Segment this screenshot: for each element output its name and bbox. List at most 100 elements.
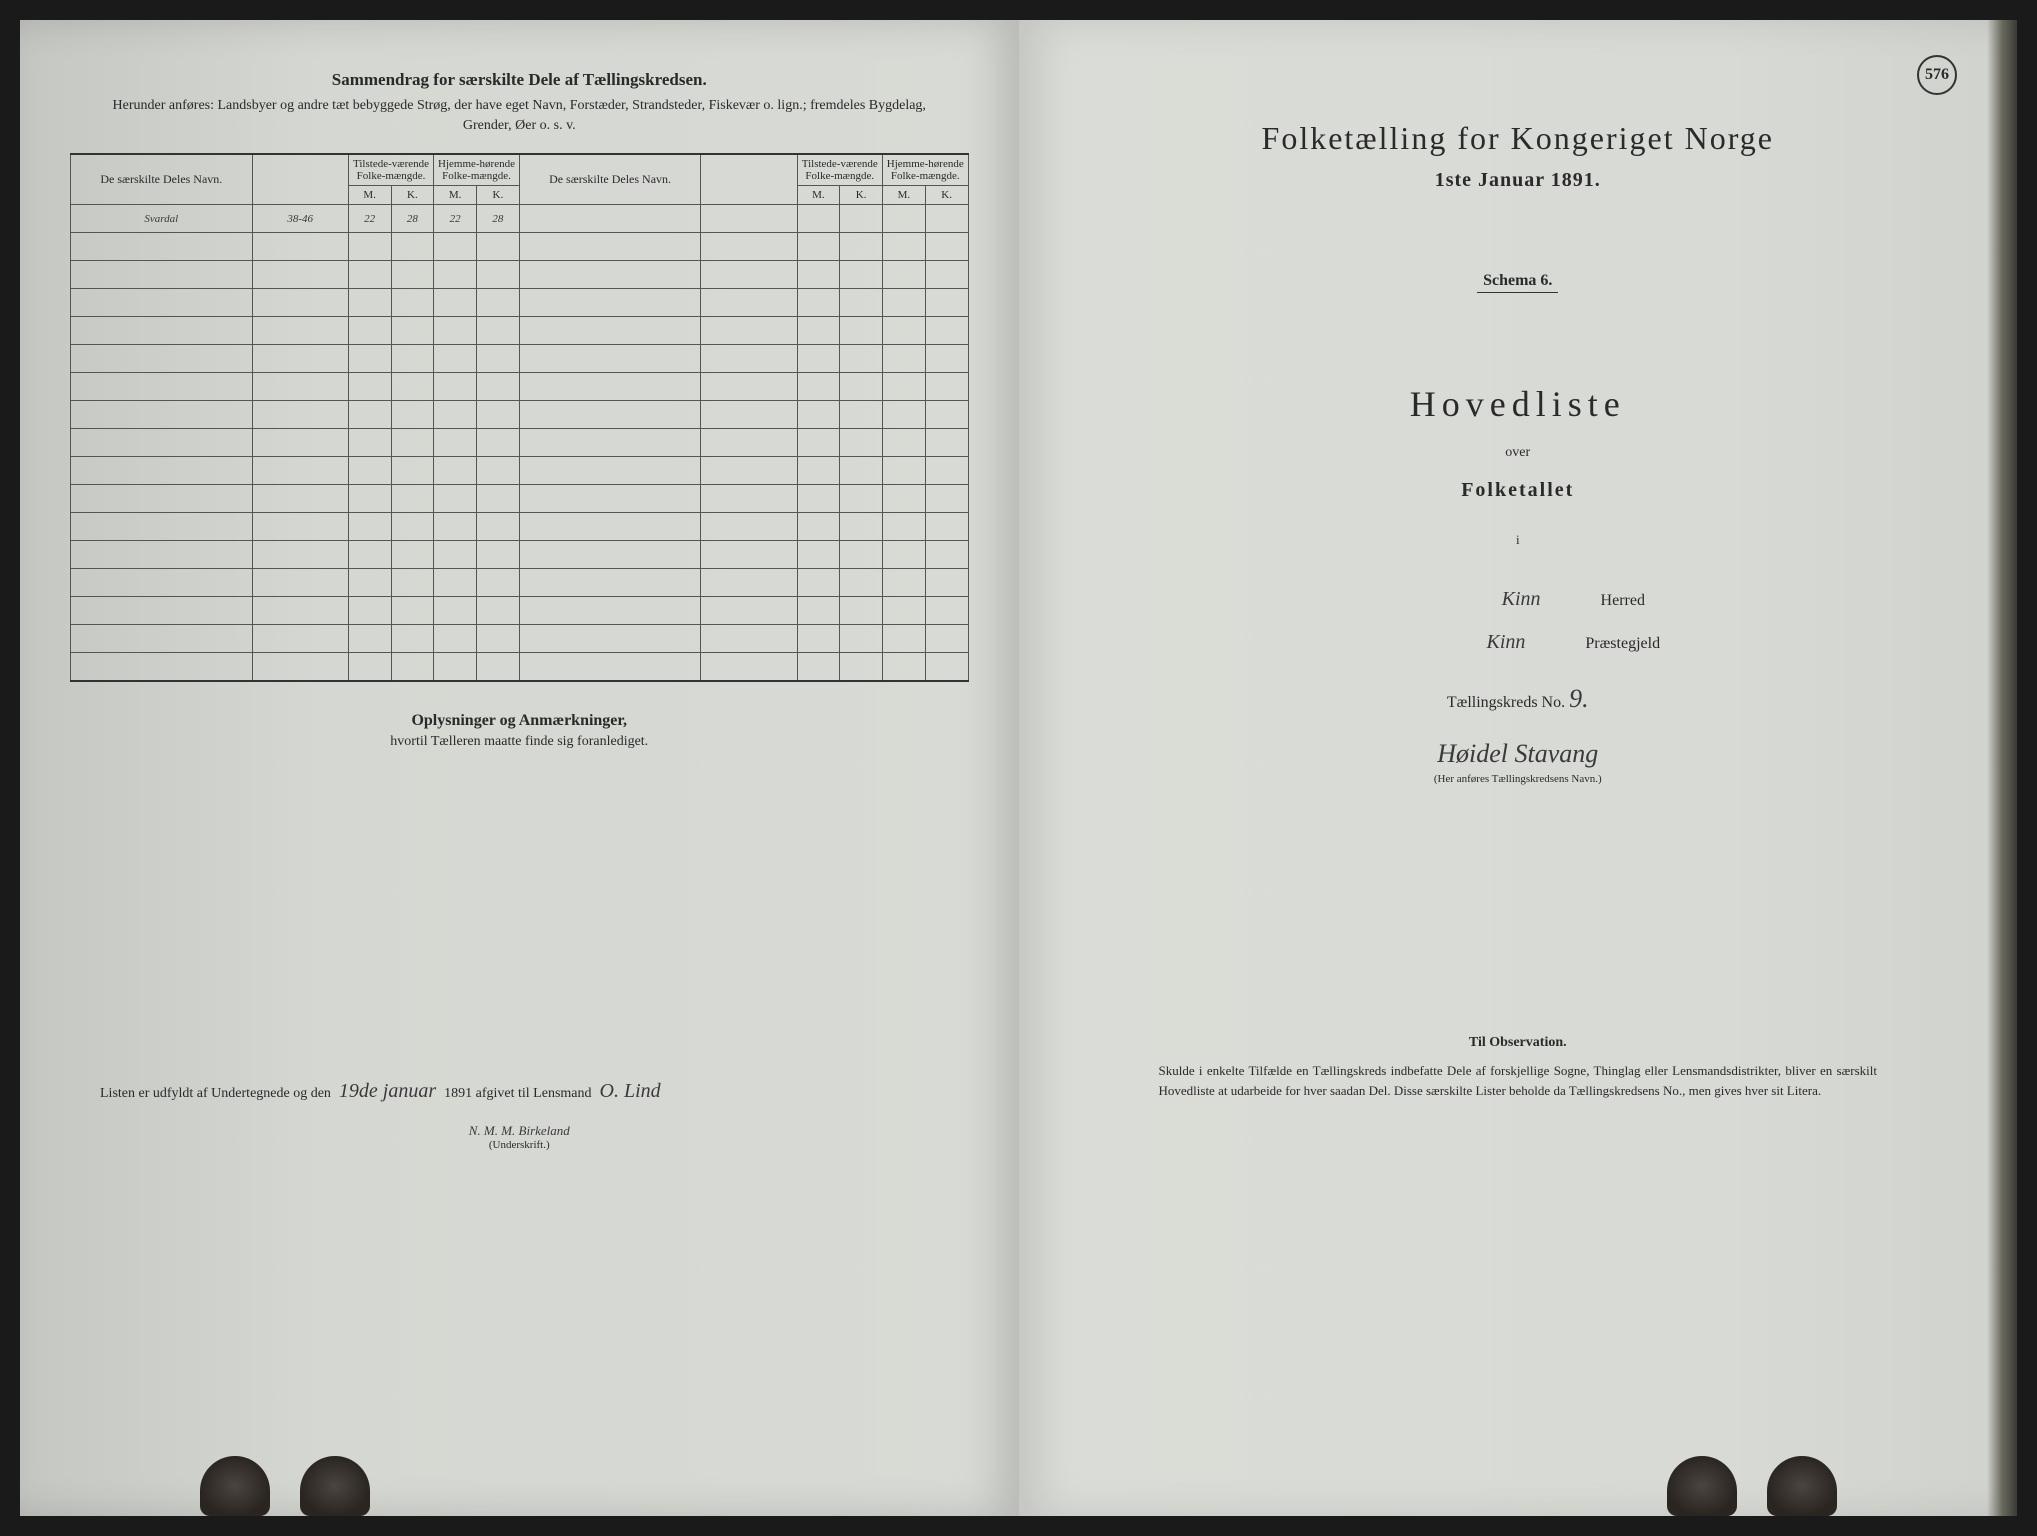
- cell-empty: [925, 513, 968, 541]
- cell-empty: [840, 429, 883, 457]
- right-page-content: Folketælling for Kongeriget Norge 1ste J…: [1069, 60, 1968, 1100]
- cell-empty: [71, 597, 253, 625]
- left-page-title: Sammendrag for særskilte Dele af Tælling…: [70, 70, 969, 90]
- summary-table: De særskilte Deles Navn. Tilstede-værend…: [70, 153, 969, 682]
- cell-empty: [840, 345, 883, 373]
- observation-text: Skulde i enkelte Tilfælde en Tællingskre…: [1139, 1061, 1898, 1100]
- cell-empty: [71, 485, 253, 513]
- cell-empty: [434, 625, 477, 653]
- cell-empty: [701, 205, 797, 233]
- cell-empty: [519, 429, 701, 457]
- cell-empty: [840, 233, 883, 261]
- cell-empty: [701, 597, 797, 625]
- cell-empty: [519, 345, 701, 373]
- kreds-row: Tællingskreds No. 9.: [1139, 684, 1898, 714]
- cell-empty: [840, 373, 883, 401]
- cell-empty: [840, 541, 883, 569]
- cell-empty: [434, 401, 477, 429]
- cell-empty: [434, 457, 477, 485]
- cell-empty: [840, 625, 883, 653]
- cell-empty: [71, 569, 253, 597]
- cell-empty: [348, 569, 391, 597]
- cell-empty: [348, 317, 391, 345]
- cell-empty: [252, 569, 348, 597]
- page-number: 576: [1925, 66, 1949, 84]
- kreds-underscript: (Her anføres Tællingskredsens Navn.): [1139, 773, 1898, 785]
- herred-row: Kinn Herred: [1139, 588, 1898, 611]
- cell-empty: [71, 429, 253, 457]
- cell-hm: 22: [434, 205, 477, 233]
- cell-empty: [925, 289, 968, 317]
- remarks-title: Oplysninger og Anmærkninger,: [70, 712, 969, 730]
- cell-empty: [477, 541, 520, 569]
- cell-empty: [391, 457, 434, 485]
- cell-empty: [348, 401, 391, 429]
- sig-lensmand: O. Lind: [600, 1080, 661, 1103]
- table-row: [71, 513, 969, 541]
- cell-empty: [701, 261, 797, 289]
- cell-empty: [348, 653, 391, 681]
- cell-empty: [701, 513, 797, 541]
- cell-empty: [348, 345, 391, 373]
- table-row: [71, 625, 969, 653]
- cell-empty: [71, 373, 253, 401]
- cell-empty: [348, 373, 391, 401]
- sig-prefix: Listen er udfyldt af Undertegnede og den: [100, 1086, 331, 1102]
- cell-empty: [925, 401, 968, 429]
- cell-empty: [391, 373, 434, 401]
- page-number-circle: 576: [1917, 55, 1957, 95]
- cell-empty: [71, 289, 253, 317]
- cell-empty: [71, 261, 253, 289]
- cell-empty: [348, 541, 391, 569]
- cell-hus: 38-46: [252, 205, 348, 233]
- cell-empty: [477, 653, 520, 681]
- cell-empty: [391, 597, 434, 625]
- cell-empty: [925, 457, 968, 485]
- observation-title: Til Observation.: [1139, 1035, 1898, 1051]
- sig-year: 1891 afgivet til Lensmand: [444, 1086, 591, 1102]
- table-row: [71, 457, 969, 485]
- cell-empty: [519, 569, 701, 597]
- cell-empty: [252, 625, 348, 653]
- cell-empty: [519, 233, 701, 261]
- observation-block: Til Observation. Skulde i enkelte Tilfæl…: [1139, 1035, 1898, 1100]
- cell-empty: [252, 401, 348, 429]
- cell-empty: [840, 457, 883, 485]
- cell-empty: [925, 485, 968, 513]
- cell-empty: [348, 625, 391, 653]
- cell-empty: [477, 429, 520, 457]
- cell-empty: [519, 653, 701, 681]
- cell-empty: [883, 289, 926, 317]
- cell-empty: [391, 429, 434, 457]
- cell-empty: [840, 653, 883, 681]
- table-row: [71, 541, 969, 569]
- cell-empty: [252, 345, 348, 373]
- book-spread: Sammendrag for særskilte Dele af Tælling…: [20, 20, 2017, 1516]
- cell-empty: [252, 429, 348, 457]
- cell-empty: [477, 345, 520, 373]
- cell-empty: [434, 541, 477, 569]
- cell-empty: [434, 373, 477, 401]
- cell-empty: [391, 401, 434, 429]
- cell-empty: [701, 401, 797, 429]
- cell-empty: [391, 345, 434, 373]
- th-k: K.: [925, 186, 968, 205]
- cell-empty: [883, 373, 926, 401]
- cell-empty: [925, 373, 968, 401]
- left-page: Sammendrag for særskilte Dele af Tælling…: [20, 20, 1019, 1516]
- cell-empty: [925, 317, 968, 345]
- cell-empty: [840, 289, 883, 317]
- cell-empty: [477, 513, 520, 541]
- cell-empty: [71, 317, 253, 345]
- cell-empty: [797, 261, 840, 289]
- cell-empty: [797, 401, 840, 429]
- cell-empty: [348, 513, 391, 541]
- cell-empty: [519, 457, 701, 485]
- th-hjemme-2: Hjemme-hørende Folke-mængde.: [883, 154, 969, 186]
- folketallet-label: Folketallet: [1139, 479, 1898, 502]
- cell-empty: [840, 261, 883, 289]
- table-row: [71, 233, 969, 261]
- cell-empty: [252, 541, 348, 569]
- cell-empty: [252, 233, 348, 261]
- cell-empty: [519, 317, 701, 345]
